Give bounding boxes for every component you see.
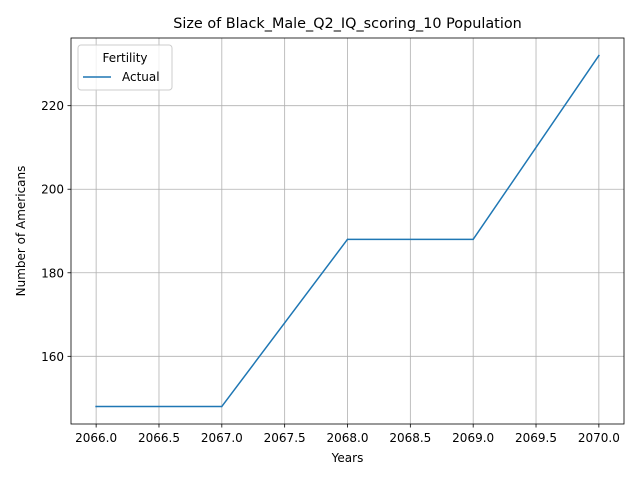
legend: Fertility Actual bbox=[77, 44, 173, 91]
data-point bbox=[221, 405, 223, 408]
chart-title: Size of Black_Male_Q2_IQ_scoring_10 Popu… bbox=[173, 16, 522, 32]
x-tick-label: 2070.0 bbox=[578, 431, 620, 445]
x-tick-label: 2067.5 bbox=[264, 431, 306, 445]
data-point bbox=[472, 238, 474, 241]
grid bbox=[71, 38, 624, 424]
y-tick-label: 180 bbox=[41, 266, 64, 280]
x-tick-label: 2066.5 bbox=[138, 431, 180, 445]
y-tick-label: 200 bbox=[41, 183, 64, 197]
x-tick-label: 2069.0 bbox=[452, 431, 494, 445]
y-tick-label: 160 bbox=[41, 350, 64, 364]
y-axis-ticks: 160 180 200 220 bbox=[41, 99, 71, 364]
x-tick-label: 2067.0 bbox=[201, 431, 243, 445]
data-point bbox=[598, 54, 600, 57]
x-tick-label: 2068.0 bbox=[327, 431, 369, 445]
x-axis-ticks: 2066.0 2066.5 2067.0 2067.5 2068.0 2068.5 2069… bbox=[75, 424, 620, 445]
series-layer bbox=[95, 54, 600, 408]
x-tick-label: 2069.5 bbox=[515, 431, 557, 445]
x-tick-label: 2066.0 bbox=[75, 431, 117, 445]
legend-label-actual: Actual bbox=[122, 70, 160, 84]
data-point bbox=[95, 405, 97, 408]
x-tick-label: 2068.5 bbox=[389, 431, 431, 445]
x-axis-label: Years bbox=[331, 451, 364, 465]
legend-title: Fertility bbox=[102, 51, 147, 65]
data-point bbox=[346, 238, 349, 241]
y-axis-label: Number of Americans bbox=[14, 166, 28, 297]
legend-box bbox=[77, 44, 173, 91]
y-tick-label: 220 bbox=[41, 99, 64, 113]
